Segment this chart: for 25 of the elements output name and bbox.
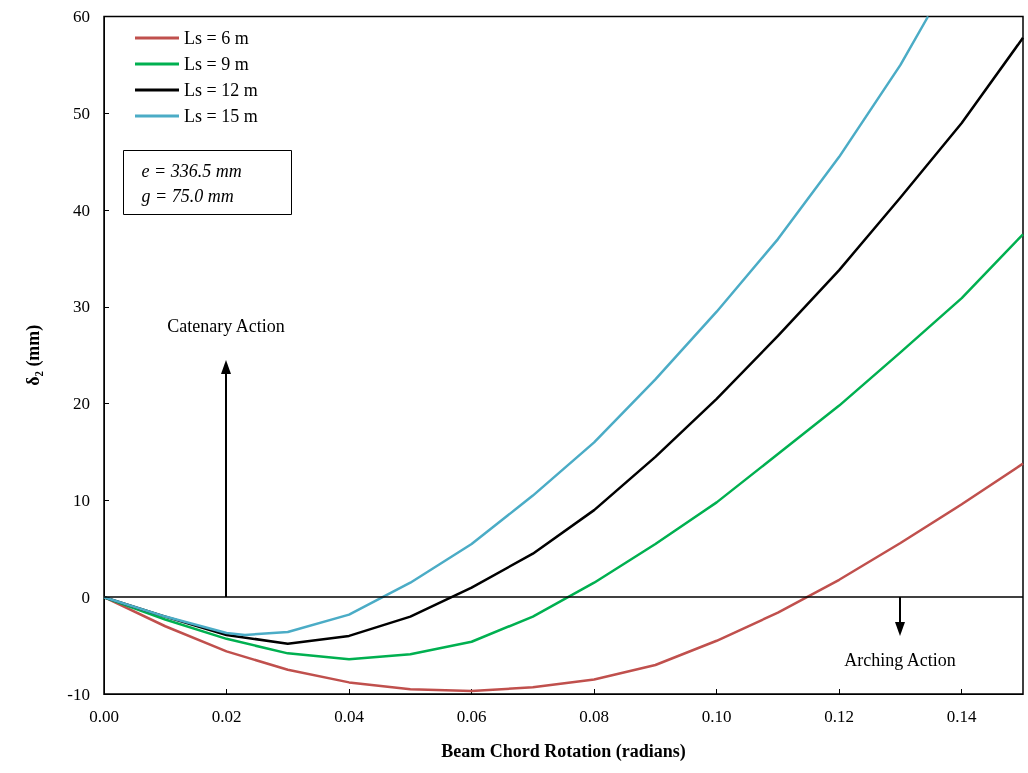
y-tick-label: 20: [73, 394, 90, 414]
x-tick-label: 0.06: [456, 707, 487, 726]
y-tick-label: 30: [73, 297, 90, 317]
legend-label: Ls = 9 m: [184, 54, 249, 74]
x-tick-label: 0.04: [334, 707, 365, 726]
annotation: e = 336.5 mm g = 75.0 mm: [141, 161, 242, 206]
x-tick-label: 0.08: [579, 707, 610, 726]
y-tick-label: 0: [81, 587, 90, 607]
legend-label: Ls = 6 m: [184, 28, 249, 48]
x-tick-label: 0.14: [946, 707, 978, 726]
y-tick-label: 50: [73, 103, 90, 123]
legend-label: Ls = 12 m: [184, 80, 258, 100]
x-tick-label: 0.00: [89, 707, 119, 726]
y-tick-label: -10: [67, 684, 90, 704]
y-tick-label: 10: [73, 490, 90, 510]
x-tick-label: 0.12: [824, 707, 855, 726]
annotation: Arching Action: [844, 650, 956, 670]
x-tick-label: 0.02: [211, 707, 242, 726]
y-tick-label: 40: [73, 200, 90, 220]
x-axis-title: Beam Chord Rotation (radians): [441, 741, 686, 762]
annotation: Catenary Action: [167, 316, 285, 336]
x-tick-label: 0.10: [701, 707, 732, 726]
y-tick-label: 60: [73, 7, 90, 26]
legend-label: Ls = 15 m: [184, 106, 258, 126]
y-axis-title: δ₂ (mm): [23, 324, 44, 386]
